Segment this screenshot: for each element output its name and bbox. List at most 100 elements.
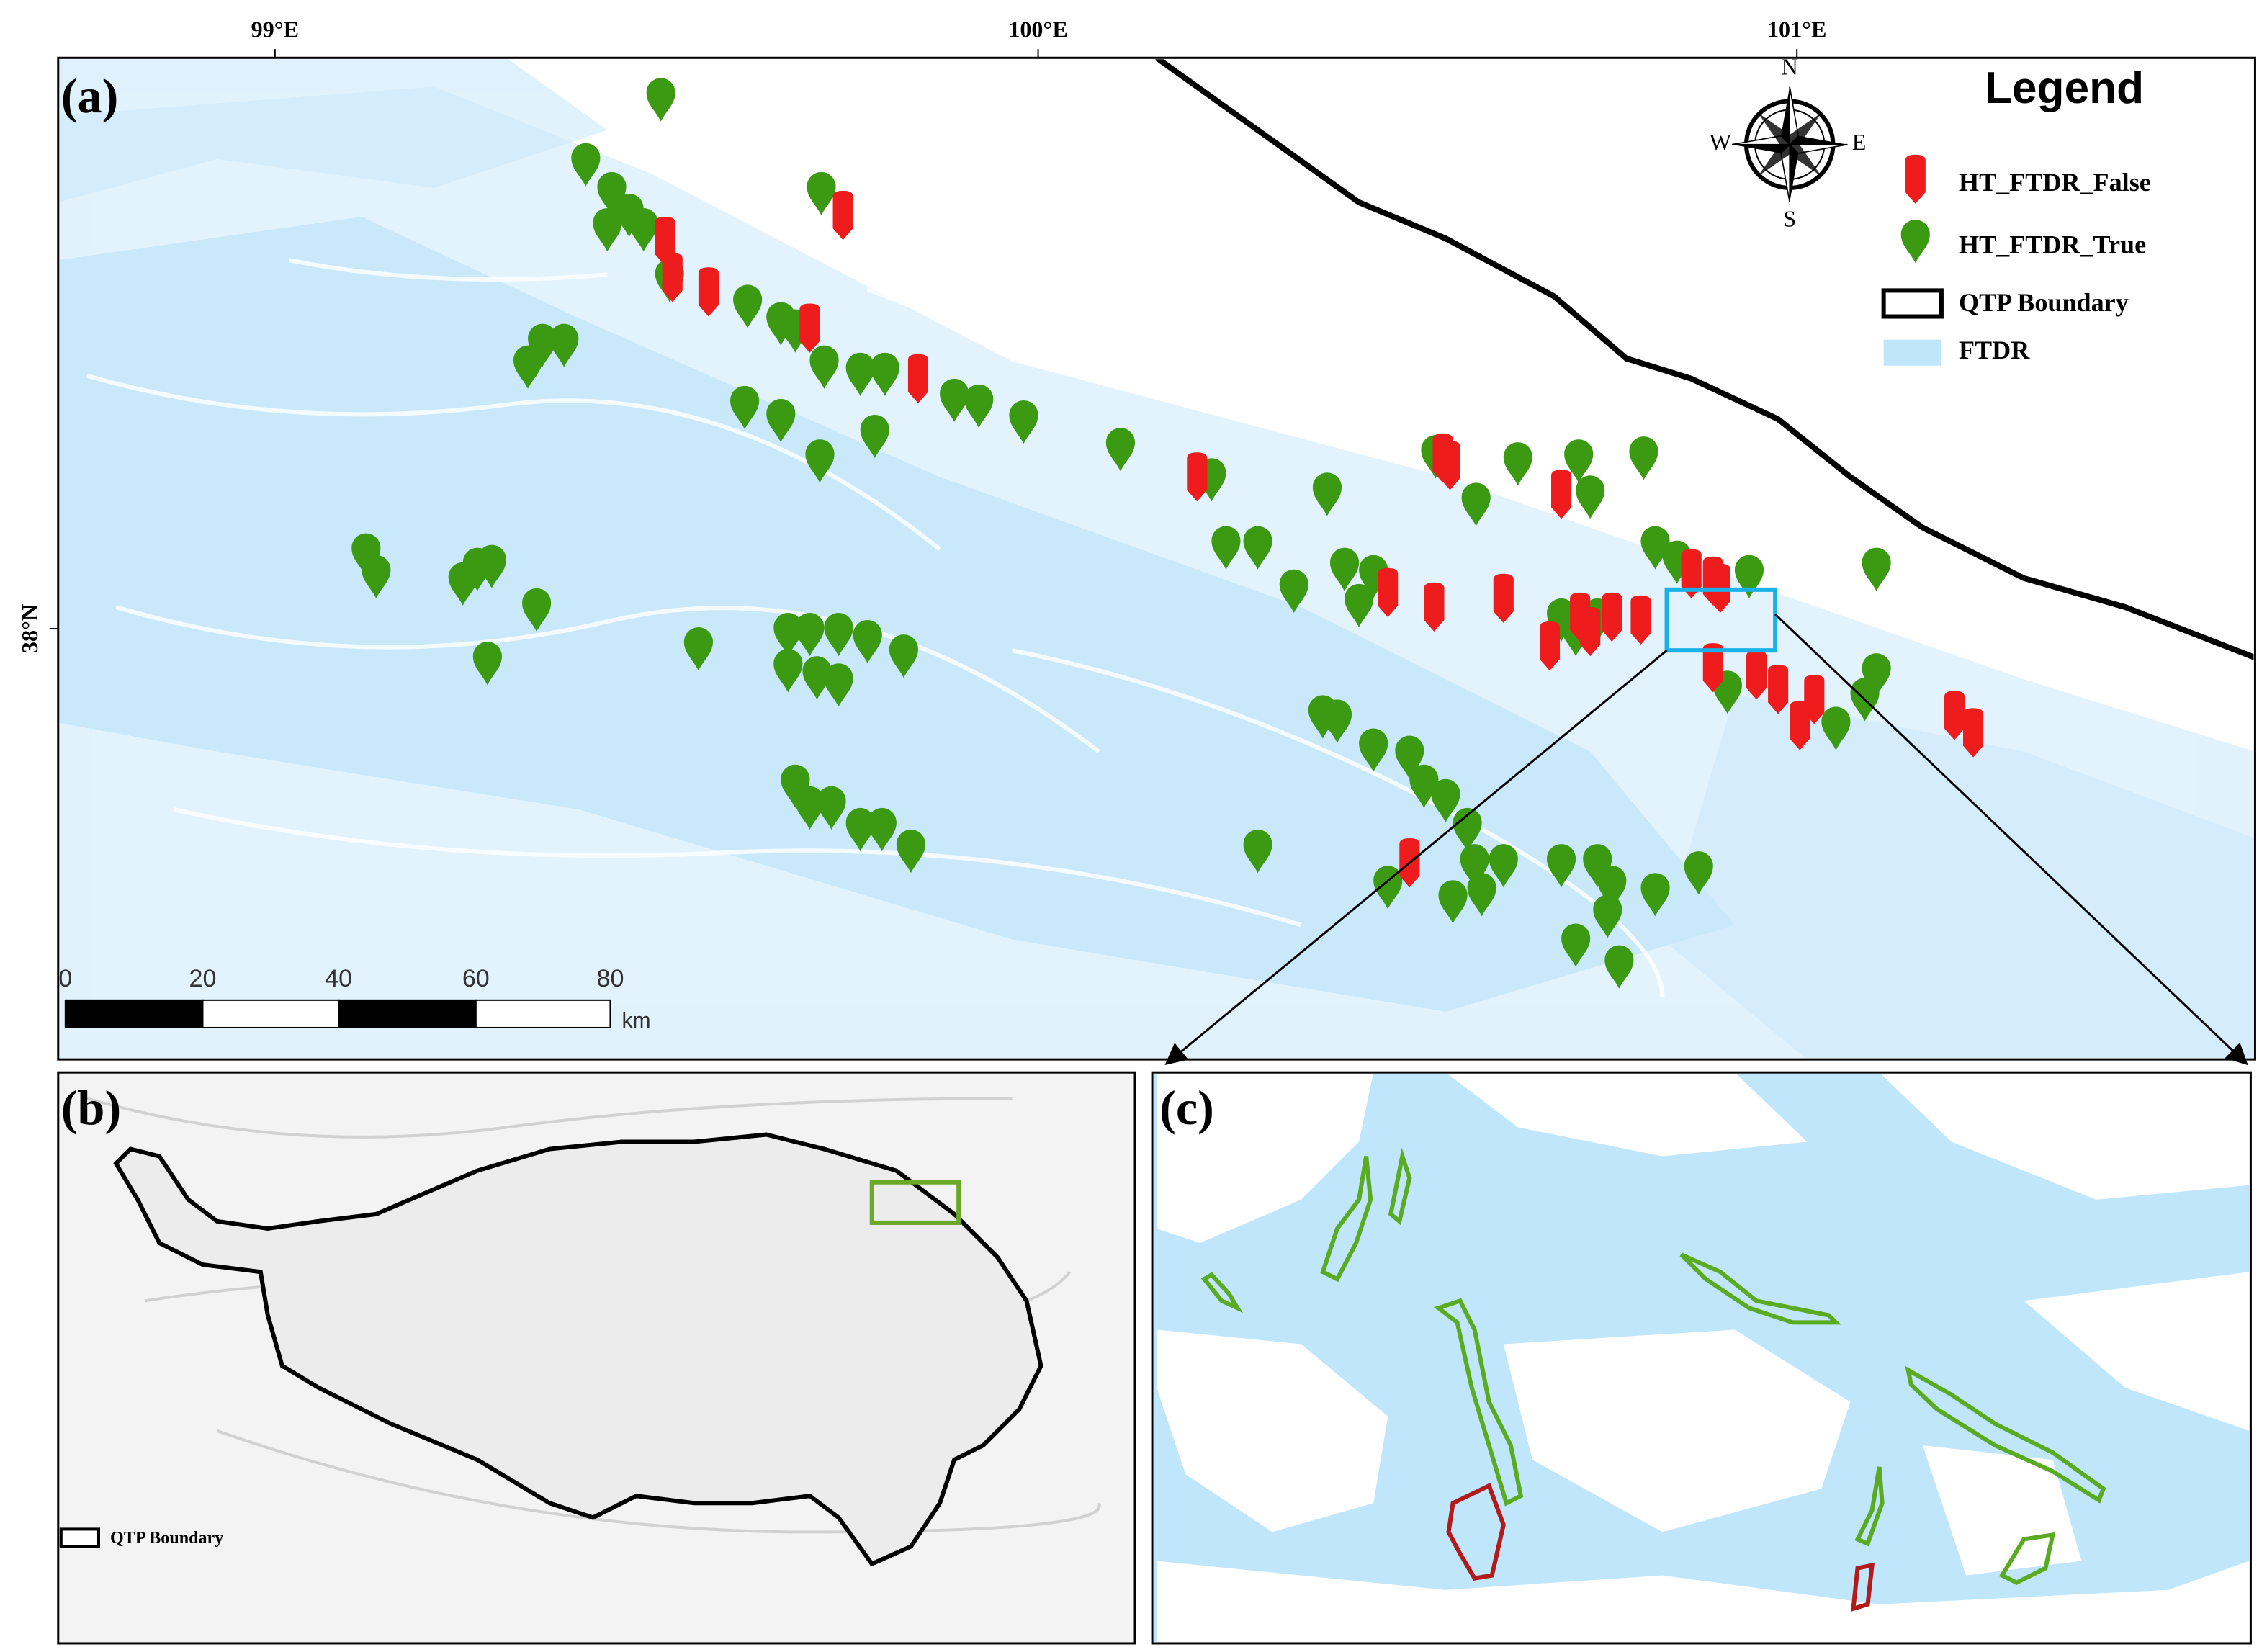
false-marker bbox=[1944, 691, 1965, 740]
false-marker bbox=[1493, 573, 1514, 624]
true-marker bbox=[1564, 439, 1594, 483]
true-marker bbox=[1345, 583, 1374, 628]
true-marker bbox=[805, 439, 835, 483]
true-marker bbox=[1597, 866, 1627, 910]
true-marker bbox=[1431, 778, 1460, 822]
true-marker bbox=[896, 830, 925, 874]
true-marker bbox=[1489, 844, 1518, 888]
study-area-box bbox=[869, 1180, 961, 1225]
true-marker bbox=[1359, 555, 1388, 598]
true-marker bbox=[1279, 569, 1308, 613]
true-marker bbox=[1629, 436, 1658, 480]
true-marker bbox=[795, 612, 825, 657]
true-marker bbox=[773, 649, 803, 693]
scale-bar bbox=[64, 999, 611, 1028]
true-marker bbox=[1576, 475, 1605, 519]
true-marker bbox=[730, 385, 760, 430]
compass-n: N bbox=[1782, 54, 1798, 80]
true-marker bbox=[964, 384, 994, 428]
true-marker bbox=[549, 323, 579, 367]
true-marker bbox=[773, 612, 803, 657]
true-marker bbox=[1359, 728, 1388, 772]
true-marker bbox=[853, 620, 882, 664]
false-marker bbox=[1551, 470, 1572, 519]
true-marker bbox=[1862, 653, 1891, 697]
false-marker bbox=[1768, 665, 1789, 714]
lon-label: 99°E bbox=[251, 17, 299, 42]
true-marker bbox=[1438, 880, 1468, 924]
true-marker bbox=[1503, 442, 1532, 486]
false-marker bbox=[1187, 452, 1208, 502]
map-c bbox=[1154, 1074, 2250, 1642]
false-marker bbox=[1702, 643, 1723, 693]
true-marker bbox=[1862, 547, 1891, 591]
lat-label: 38°N bbox=[17, 604, 42, 653]
qtp-outline bbox=[113, 1132, 1043, 1567]
false-marker bbox=[1580, 606, 1601, 657]
true-marker bbox=[809, 345, 839, 389]
true-marker bbox=[824, 663, 853, 707]
true-marker bbox=[1460, 844, 1489, 888]
true-marker bbox=[1734, 555, 1764, 598]
true-marker bbox=[1312, 472, 1342, 516]
true-marker bbox=[683, 627, 713, 671]
zoom-box bbox=[1664, 587, 1778, 653]
compass-w: W bbox=[1710, 129, 1732, 155]
true-marker bbox=[1604, 945, 1634, 989]
true-marker bbox=[1105, 428, 1136, 472]
legend-swatch bbox=[1881, 288, 1944, 319]
true-marker bbox=[614, 193, 644, 238]
compass-s: S bbox=[1783, 205, 1796, 231]
true-marker bbox=[513, 345, 543, 389]
lon-label: 101°E bbox=[1767, 17, 1826, 42]
true-marker bbox=[802, 656, 832, 700]
panel-label: (a) bbox=[61, 68, 119, 123]
true-marker bbox=[1453, 807, 1482, 852]
true-marker bbox=[629, 208, 658, 252]
true-marker bbox=[817, 786, 846, 830]
false-marker bbox=[1630, 595, 1651, 645]
true-marker bbox=[522, 588, 552, 632]
true-marker bbox=[1640, 873, 1670, 917]
true-marker bbox=[845, 352, 875, 396]
true-marker bbox=[1395, 735, 1424, 779]
lon-label: 100°E bbox=[1008, 17, 1067, 42]
true-marker bbox=[646, 78, 675, 122]
scale-tick: 60 bbox=[462, 965, 490, 992]
false-marker bbox=[1440, 441, 1460, 490]
scale-unit: km bbox=[622, 1009, 651, 1033]
true-marker bbox=[1561, 923, 1591, 967]
true-marker bbox=[528, 323, 557, 367]
true-marker bbox=[807, 171, 836, 216]
true-marker bbox=[1373, 866, 1403, 910]
true-marker bbox=[1009, 400, 1038, 444]
true-marker bbox=[351, 533, 381, 577]
true-marker bbox=[362, 555, 391, 598]
true-marker bbox=[889, 634, 918, 678]
true-marker bbox=[867, 807, 897, 852]
legend-swatch bbox=[1905, 154, 1926, 204]
true-marker bbox=[870, 352, 899, 396]
true-marker bbox=[1409, 764, 1439, 808]
true-marker bbox=[597, 171, 627, 216]
true-marker bbox=[593, 208, 622, 252]
true-marker bbox=[1211, 526, 1241, 570]
legend-label: HT_FTDR_False bbox=[1959, 168, 2151, 197]
false-marker bbox=[698, 267, 719, 317]
legend-swatch bbox=[1883, 339, 1941, 366]
true-marker bbox=[1684, 851, 1713, 895]
true-marker bbox=[781, 764, 810, 808]
legend-label: HT_FTDR_True bbox=[1959, 230, 2146, 259]
true-marker bbox=[477, 544, 506, 588]
true-marker bbox=[1547, 844, 1576, 888]
true-marker bbox=[766, 398, 796, 443]
true-marker bbox=[824, 612, 853, 657]
qtp-boundary bbox=[1154, 59, 2254, 660]
true-marker bbox=[1640, 526, 1670, 570]
true-marker bbox=[472, 642, 502, 686]
false-marker bbox=[1790, 701, 1810, 750]
compass: N S E W bbox=[1710, 54, 1867, 232]
false-marker bbox=[662, 253, 683, 302]
false-marker bbox=[1539, 621, 1561, 671]
